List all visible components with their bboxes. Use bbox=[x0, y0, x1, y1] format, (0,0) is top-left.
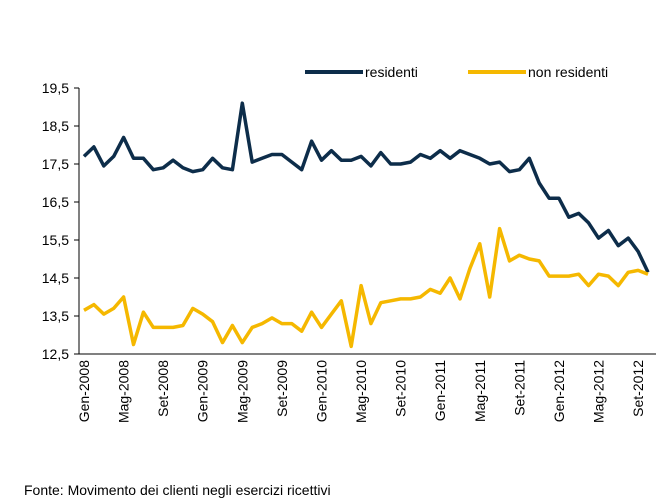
y-tick-label: 17,5 bbox=[42, 156, 69, 172]
x-tick-label: Mag-2010 bbox=[353, 360, 369, 423]
x-tick-label: Gen-2011 bbox=[432, 360, 448, 421]
y-tick-label: 14,5 bbox=[42, 270, 69, 286]
y-tick-label: 15,5 bbox=[42, 232, 69, 248]
x-tick-label: Gen-2009 bbox=[195, 360, 211, 422]
x-tick-label: Gen-2008 bbox=[76, 360, 92, 422]
series-line bbox=[83, 226, 649, 349]
x-tick-label: Set-2012 bbox=[630, 360, 646, 417]
x-tick-label: Set-2009 bbox=[274, 360, 290, 417]
y-tick-label: 16,5 bbox=[42, 194, 69, 210]
y-tick-label: 18,5 bbox=[42, 118, 69, 134]
x-tick-label: Set-2011 bbox=[511, 360, 527, 416]
y-tick-label: 12,5 bbox=[42, 346, 69, 362]
y-tick-label: 13,5 bbox=[42, 308, 69, 324]
legend-label: non residenti bbox=[528, 64, 608, 80]
x-tick-label: Mag-2012 bbox=[591, 360, 607, 423]
x-tick-label: Gen-2010 bbox=[313, 360, 329, 422]
x-tick-label: Gen-2012 bbox=[551, 360, 567, 422]
legend-label: residenti bbox=[365, 64, 418, 80]
series-line bbox=[82, 101, 650, 274]
x-tick-label: Mag-2009 bbox=[234, 360, 250, 423]
x-tick-label: Mag-2011 bbox=[472, 360, 488, 422]
x-tick-label: Set-2008 bbox=[155, 360, 171, 417]
y-tick-label: 19,5 bbox=[42, 80, 69, 96]
x-tick-label: Set-2010 bbox=[393, 360, 409, 417]
x-tick-label: Mag-2008 bbox=[116, 360, 132, 423]
source-note: Fonte: Movimento dei clienti negli eserc… bbox=[24, 482, 331, 498]
